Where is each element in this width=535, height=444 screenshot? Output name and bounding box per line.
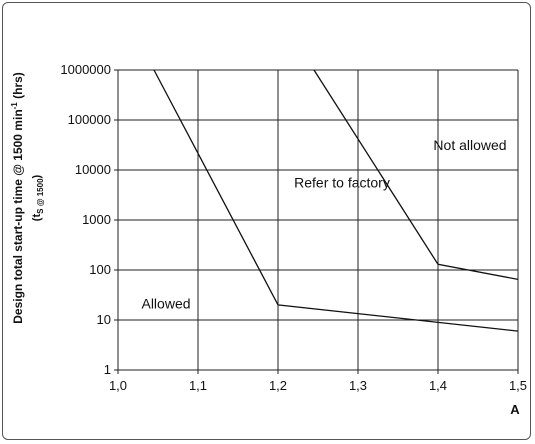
y-tick-labels: 1 10 100 1000 10000 100000 1000000: [60, 62, 111, 377]
x-tick-label: 1,5: [509, 378, 527, 393]
region-label: Refer to factory: [294, 174, 390, 190]
x-tick-label: 1,1: [189, 378, 207, 393]
x-tick-label: 1,3: [349, 378, 367, 393]
region-label: Not allowed: [433, 137, 506, 153]
series-line: [153, 69, 519, 332]
series-line: [313, 69, 519, 281]
y-axis-label: Design total start-up time @ 1500 min-1 …: [10, 72, 25, 324]
y-tick-label: 1000000: [60, 62, 111, 77]
x-tick-label: 1,2: [269, 378, 287, 393]
y-tick-label: 1000: [82, 212, 111, 227]
annotation-layer: Allowed Refer to factory Not allowed: [141, 137, 506, 311]
chart-frame: [2, 2, 531, 440]
y-axis-sublabel-rest: @ 1500: [36, 178, 45, 209]
x-axis-label: A: [510, 402, 520, 417]
region-label: Allowed: [141, 295, 190, 311]
series-layer: [153, 69, 519, 332]
y-tick-label: 1: [104, 362, 111, 377]
x-tick-label: 1,4: [429, 378, 447, 393]
x-tick-labels: 1,0 1,1 1,2 1,3 1,4 1,5: [109, 378, 527, 393]
y-axis-sublabel-close: ): [31, 174, 43, 178]
y-axis-sublabel-subscript: S: [36, 208, 45, 214]
y-tick-label: 10000: [75, 162, 111, 177]
y-axis-sublabel-open: (t: [31, 214, 43, 222]
grid-layer: [114, 69, 519, 374]
y-axis-label-unit: (hrs): [11, 72, 25, 102]
y-tick-label: 10: [97, 312, 111, 327]
y-axis-sublabel: (tS @ 1500): [31, 174, 45, 221]
y-axis-label-main: Design total start-up time @ 1500 min: [11, 109, 25, 323]
y-tick-label: 100000: [68, 112, 111, 127]
x-tick-label: 1,0: [109, 378, 127, 393]
y-tick-label: 100: [89, 262, 111, 277]
y-axis-label-superscript: -1: [10, 102, 19, 110]
